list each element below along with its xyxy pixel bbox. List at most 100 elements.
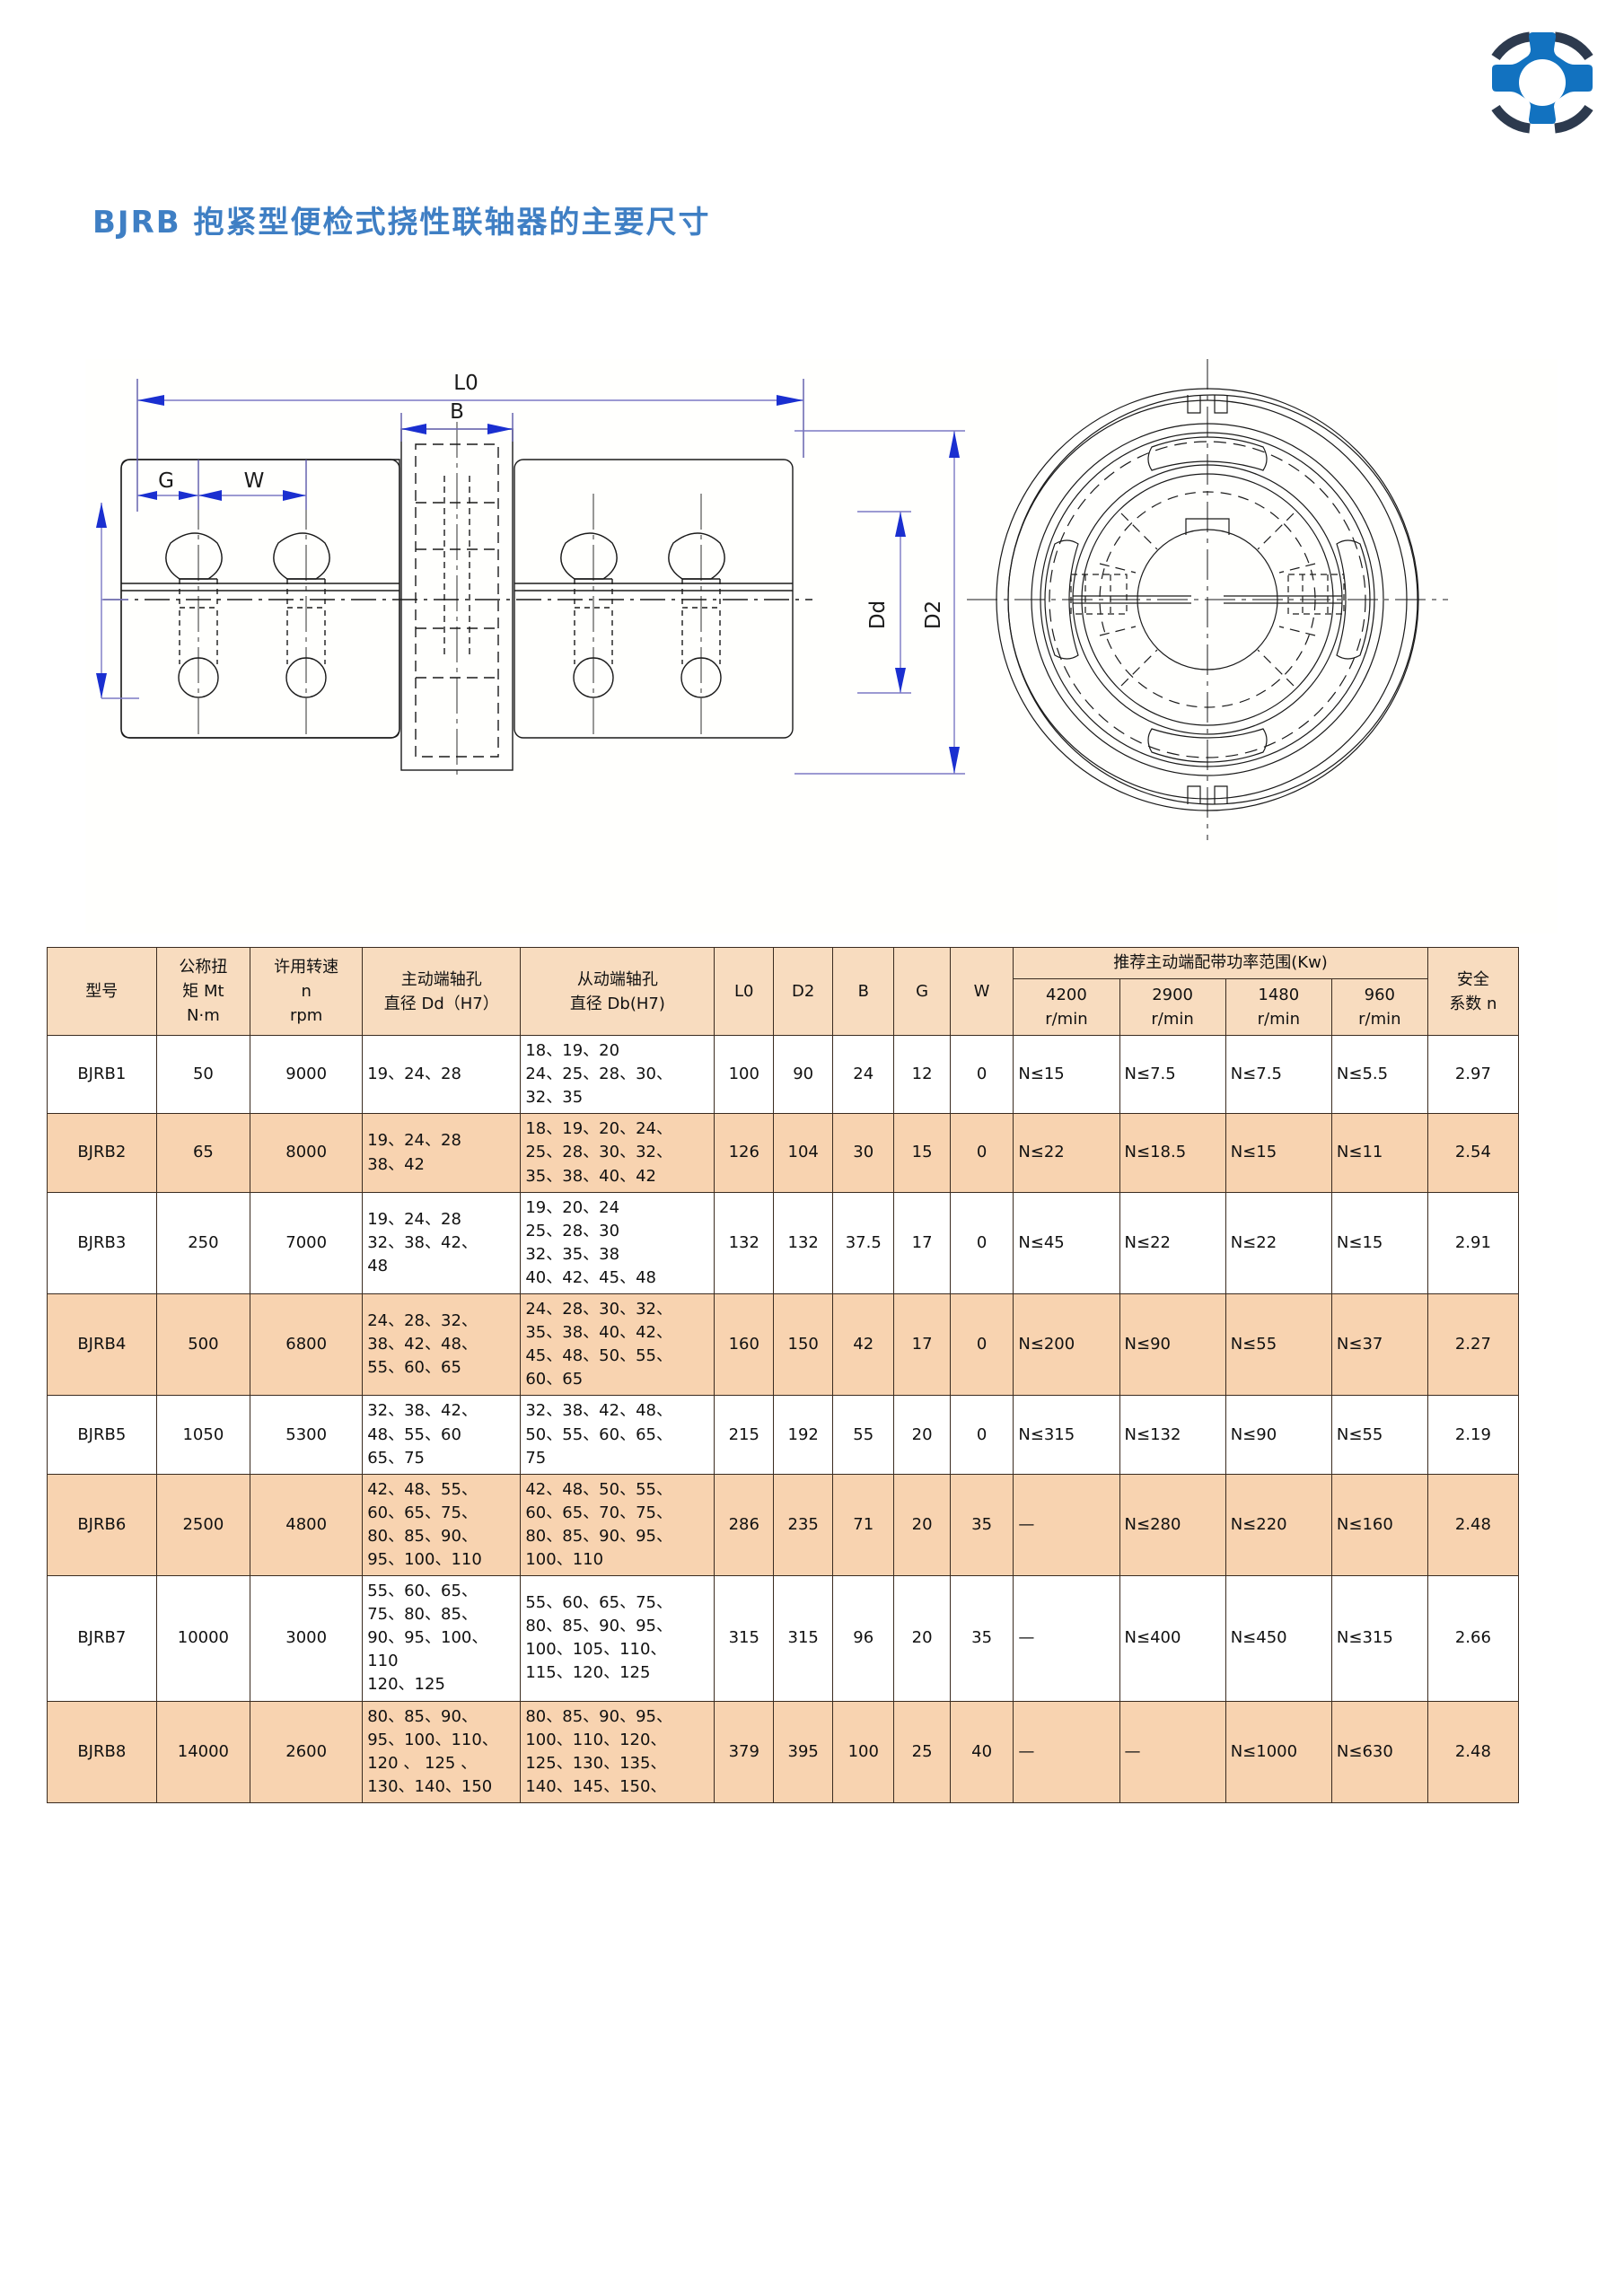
svg-text:W: W [244,469,265,493]
svg-text:L0: L0 [453,372,478,395]
table-row: BJRB4 500 6800 24、28、32、 38、42、48、 55、60、65 24… [47,1293,1520,1397]
header-W: W [949,946,1014,1037]
cell-L0: 100 [714,1035,775,1115]
cell-speed: 7000 [250,1191,364,1295]
cell-L0: 286 [714,1473,775,1577]
cell-D2: 315 [773,1575,834,1702]
cell-safety: 2.91 [1426,1191,1520,1295]
cell-G: 20 [893,1473,951,1577]
cell-drive-bore: 80、85、90、 95、100、110、 120 、 125 、 130、140、1… [362,1700,522,1803]
cell-B: 96 [832,1575,895,1702]
cell-W: 0 [949,1395,1014,1475]
header-row-1: 型号 公称扭 矩 Mt N·m 许用转速 n rpm 主动端轴孔 直径 Dd（H… [47,946,1520,1037]
header-drive-bore-l2: 直径 Dd（H7） [383,994,499,1013]
header-rpm-4200: 4200 r/min [1013,978,1120,1037]
cell-model: BJRB8 [47,1700,157,1803]
header-rpm-960: 960 r/min [1330,978,1428,1037]
cell-model: BJRB2 [47,1113,157,1193]
cell-G: 25 [893,1700,951,1803]
coupling-spec-table: 型号 公称扭 矩 Mt N·m 许用转速 n rpm 主动端轴孔 直径 Dd（H… [47,946,1520,1803]
svg-text:B: B [450,400,464,424]
cell-L0: 126 [714,1113,775,1193]
header-rpm-960-value: 960 [1364,986,1396,1005]
coupling-logo-icon [1491,31,1593,134]
cell-power-1480: N≤450 [1225,1575,1332,1702]
cell-driven-bore: 18、19、20、24、 25、28、30、32、 35、38、40、42 [520,1113,715,1193]
cell-W: 0 [949,1293,1014,1397]
cell-safety: 2.54 [1426,1113,1520,1193]
cell-safety: 2.97 [1426,1035,1520,1115]
cell-G: 15 [893,1113,951,1193]
cell-safety: 2.27 [1426,1293,1520,1397]
cell-driven-bore: 32、38、42、48、 50、55、60、65、 75 [520,1395,715,1475]
header-rpm-2900: 2900 r/min [1119,978,1226,1037]
cell-power-2900: N≤7.5 [1119,1035,1226,1115]
cell-D2: 90 [773,1035,834,1115]
cell-model: BJRB7 [47,1575,157,1702]
cell-safety: 2.19 [1426,1395,1520,1475]
header-rpm-4200-value: 4200 [1046,986,1087,1005]
cell-torque: 1050 [155,1395,251,1475]
cell-power-1480: N≤220 [1225,1473,1332,1577]
header-rpm-2900-unit: r/min [1151,1010,1194,1030]
svg-text:G: G [158,469,174,493]
page-title: BJRB 抱紧型便检式挠性联轴器的主要尺寸 [92,205,711,241]
cell-power-2900: N≤132 [1119,1395,1226,1475]
cell-D2: 192 [773,1395,834,1475]
cell-B: 71 [832,1473,895,1577]
header-model: 型号 [47,946,157,1037]
cell-driven-bore: 42、48、50、55、 60、65、70、75、 80、85、90、95、 100、… [520,1473,715,1577]
header-rpm-4200-unit: r/min [1045,1010,1088,1030]
svg-text:Db: Db [85,594,89,623]
cell-W: 40 [949,1700,1014,1803]
cell-L0: 160 [714,1293,775,1397]
cell-B: 100 [832,1700,895,1803]
header-speed-l3: rpm [289,1006,323,1026]
cell-power-2900: N≤90 [1119,1293,1226,1397]
cell-G: 20 [893,1395,951,1475]
cell-L0: 132 [714,1191,775,1295]
cell-model: BJRB4 [47,1293,157,1397]
cell-power-960: N≤160 [1330,1473,1428,1577]
cell-power-4200: N≤45 [1013,1191,1120,1295]
header-L0: L0 [714,946,775,1037]
cell-power-4200: N≤315 [1013,1395,1120,1475]
cell-B: 30 [832,1113,895,1193]
header-safety-l2: 系数 n [1449,994,1497,1013]
cell-power-4200: N≤15 [1013,1035,1120,1115]
cell-L0: 315 [714,1575,775,1702]
svg-text:Dd: Dd [866,600,890,629]
cell-speed: 3000 [250,1575,364,1702]
cell-power-960: N≤315 [1330,1575,1428,1702]
cell-speed: 5300 [250,1395,364,1475]
cell-safety: 2.48 [1426,1473,1520,1577]
table-row: BJRB8 14000 2600 80、85、90、 95、100、110、 120 、 … [47,1700,1520,1803]
cell-torque: 250 [155,1191,251,1295]
cell-B: 24 [832,1035,895,1115]
cell-safety: 2.66 [1426,1575,1520,1702]
header-speed-l2: n [301,982,312,1002]
cell-driven-bore: 55、60、65、75、 80、85、90、95、 100、105、110、 115、… [520,1575,715,1702]
cell-W: 0 [949,1035,1014,1115]
cell-torque: 500 [155,1293,251,1397]
header-rpm-1480-unit: r/min [1257,1010,1301,1030]
table-header: 型号 公称扭 矩 Mt N·m 许用转速 n rpm 主动端轴孔 直径 Dd（H… [47,946,1520,1037]
cell-W: 35 [949,1575,1014,1702]
header-safety: 安全 系数 n [1426,946,1520,1037]
cell-torque: 2500 [155,1473,251,1577]
cell-drive-bore: 42、48、55、 60、65、75、 80、85、90、 95、100、110 [362,1473,522,1577]
cell-power-1480: N≤15 [1225,1113,1332,1193]
cell-B: 37.5 [832,1191,895,1295]
cell-power-960: N≤630 [1330,1700,1428,1803]
cell-driven-bore: 18、19、20 24、25、28、30、 32、35 [520,1035,715,1115]
cell-G: 12 [893,1035,951,1115]
cell-power-4200: — [1013,1575,1120,1702]
header-speed: 许用转速 n rpm [250,946,364,1037]
cell-power-1480: N≤22 [1225,1191,1332,1295]
cell-D2: 395 [773,1700,834,1803]
cell-W: 35 [949,1473,1014,1577]
cell-power-4200: — [1013,1473,1120,1577]
cell-power-2900: N≤22 [1119,1191,1226,1295]
header-power-group: 推荐主动端配带功率范围(Kw) [1013,946,1428,980]
cell-power-2900: N≤280 [1119,1473,1226,1577]
